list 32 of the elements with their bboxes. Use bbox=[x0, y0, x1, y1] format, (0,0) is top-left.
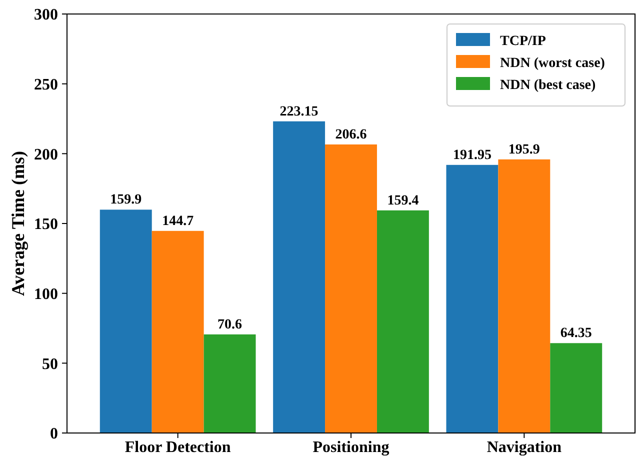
y-tick-label: 50 bbox=[42, 356, 58, 373]
data-label: 206.6 bbox=[335, 127, 367, 142]
x-tick-label: Positioning bbox=[312, 439, 390, 456]
x-tick-label: Floor Detection bbox=[124, 439, 231, 456]
y-tick-label: 150 bbox=[34, 216, 58, 234]
bar bbox=[100, 210, 152, 433]
bar bbox=[550, 343, 602, 433]
data-label: 223.15 bbox=[280, 104, 318, 120]
data-label: 144.7 bbox=[162, 214, 194, 229]
bar bbox=[273, 121, 326, 433]
y-tick-label: 200 bbox=[34, 146, 58, 164]
y-tick-label: 0 bbox=[50, 426, 58, 443]
bar bbox=[152, 230, 204, 433]
bar bbox=[204, 334, 256, 433]
data-label: 191.95 bbox=[452, 148, 492, 163]
y-axis-title: Average Time (ms) bbox=[8, 151, 28, 296]
legend-label: NDN (worst case) bbox=[500, 56, 606, 71]
y-tick-label: 300 bbox=[34, 6, 58, 24]
x-tick-label: Navigation bbox=[486, 439, 562, 456]
data-label: 159.9 bbox=[110, 192, 142, 208]
data-label: 70.6 bbox=[218, 317, 242, 332]
bar bbox=[325, 144, 377, 433]
y-tick-label: 250 bbox=[34, 76, 58, 94]
data-label: 64.35 bbox=[560, 326, 592, 342]
data-label: 159.4 bbox=[387, 193, 419, 208]
bar bbox=[446, 164, 498, 433]
y-tick-label: 100 bbox=[34, 286, 58, 303]
bar bbox=[376, 210, 429, 433]
legend-label: NDN (best case) bbox=[500, 78, 596, 93]
legend-label: TCP/IP bbox=[500, 34, 546, 49]
data-label: 195.9 bbox=[508, 142, 540, 158]
bar bbox=[498, 159, 550, 433]
